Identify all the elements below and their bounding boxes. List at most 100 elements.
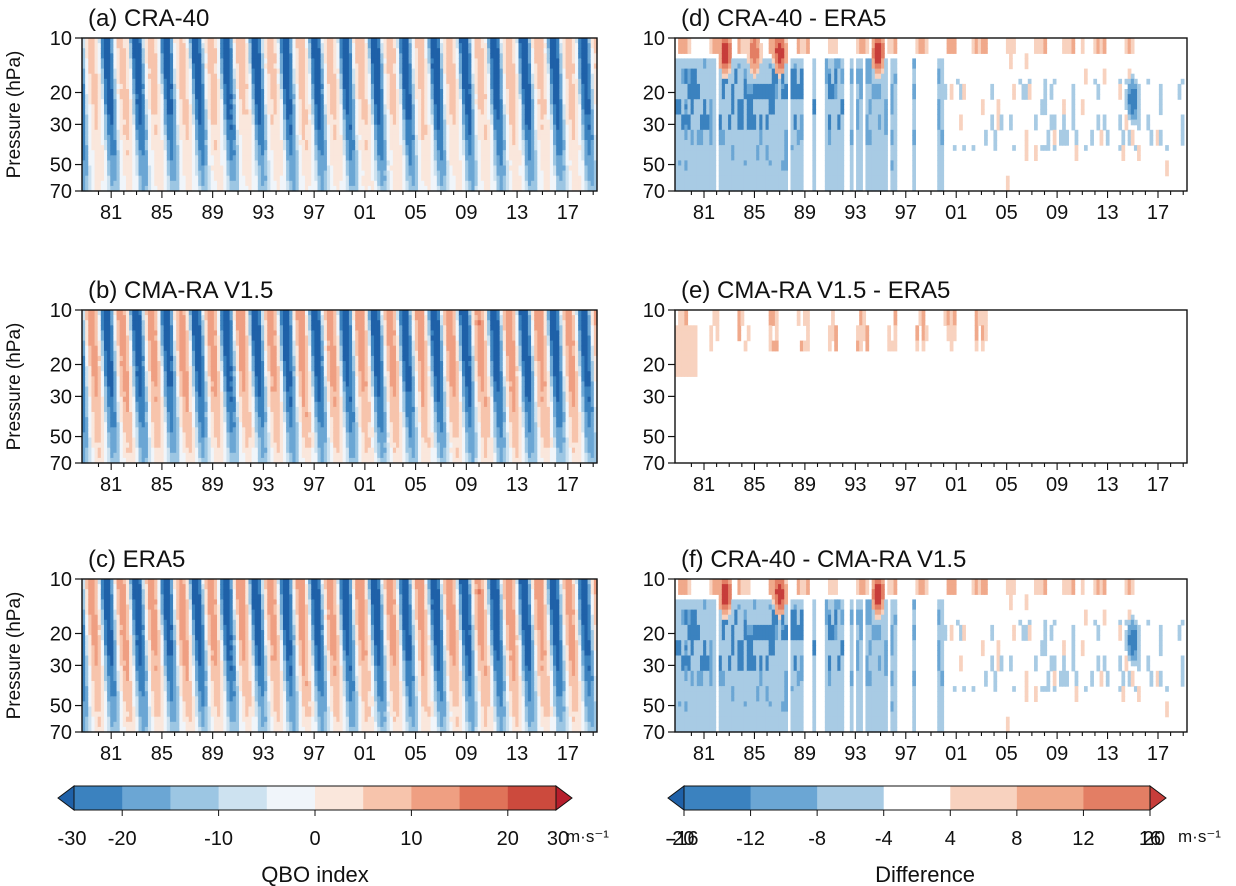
heatmap-cell: [207, 104, 212, 110]
heatmap-cell: [88, 114, 93, 121]
heatmap-cell: [179, 175, 184, 182]
heatmap-cell: [147, 38, 152, 44]
heatmap-cell: [166, 160, 171, 167]
heatmap-cell: [326, 43, 331, 49]
heatmap-cell: [103, 145, 108, 151]
heatmap-cell: [113, 78, 118, 85]
heatmap-cell: [279, 170, 284, 177]
heatmap-cell: [129, 73, 133, 80]
heatmap-cell: [182, 145, 187, 151]
heatmap-cell: [138, 134, 143, 141]
heatmap-cell: [144, 94, 149, 100]
heatmap-cell: [185, 38, 190, 44]
heatmap-cell: [248, 150, 253, 156]
heatmap-cell: [289, 73, 293, 80]
heatmap-cell: [270, 145, 275, 151]
heatmap-cell: [317, 94, 322, 100]
heatmap-cell: [191, 145, 196, 151]
heatmap-cell: [226, 109, 231, 116]
heatmap-cell: [282, 109, 287, 116]
heatmap-cell: [107, 150, 111, 156]
heatmap-cell: [298, 124, 303, 131]
heatmap-cell: [223, 109, 228, 116]
heatmap-cell: [154, 78, 158, 85]
heatmap-cell: [151, 170, 155, 177]
heatmap-cell: [286, 38, 290, 44]
heatmap-cell: [339, 68, 344, 75]
heatmap-cell: [292, 78, 297, 85]
heatmap-cell: [107, 78, 111, 85]
heatmap-cell: [166, 134, 171, 141]
heatmap-cell: [235, 180, 240, 187]
heatmap-cell: [304, 150, 309, 156]
heatmap-cell: [311, 114, 315, 121]
heatmap-cell: [242, 48, 246, 54]
heatmap-cell: [279, 73, 284, 80]
heatmap-cell: [286, 119, 290, 126]
heatmap-cell: [154, 160, 158, 167]
heatmap-cell: [122, 134, 127, 141]
heatmap-cell: [251, 53, 256, 59]
heatmap-cell: [232, 94, 237, 100]
heatmap-cell: [339, 185, 344, 192]
heatmap-cell: [201, 94, 206, 100]
heatmap-cell: [308, 89, 312, 95]
heatmap-cell: [129, 160, 133, 167]
heatmap-cell: [135, 38, 140, 44]
heatmap-cell: [160, 140, 165, 146]
heatmap-cell: [301, 170, 306, 177]
heatmap-cell: [169, 155, 174, 161]
heatmap-cell: [279, 155, 284, 161]
heatmap-cell: [267, 58, 272, 65]
heatmap-cell: [323, 160, 328, 167]
heatmap-cell: [144, 78, 149, 85]
heatmap-cell: [235, 140, 240, 146]
heatmap-cell: [151, 114, 155, 121]
heatmap-cell: [163, 170, 168, 177]
heatmap-cell: [286, 175, 290, 182]
heatmap-cell: [333, 43, 337, 49]
heatmap-cell: [119, 180, 124, 187]
heatmap-cell: [254, 129, 259, 136]
heatmap-cell: [229, 114, 234, 121]
heatmap-cell: [169, 124, 174, 131]
heatmap-cell: [119, 68, 124, 75]
heatmap-cell: [239, 114, 243, 121]
y-tick-label: 50: [50, 155, 72, 177]
heatmap-cell: [160, 43, 165, 49]
heatmap-cell: [330, 175, 334, 182]
heatmap-cell: [113, 73, 118, 80]
heatmap-cell: [132, 140, 136, 146]
heatmap-cell: [100, 114, 105, 121]
heatmap-cell: [235, 165, 240, 172]
heatmap-cell: [242, 119, 246, 126]
heatmap-cell: [279, 119, 284, 126]
heatmap-cell: [257, 129, 262, 136]
heatmap-cell: [119, 89, 124, 95]
heatmap-cell: [257, 48, 262, 54]
heatmap-cell: [308, 185, 312, 192]
heatmap-cell: [97, 53, 102, 59]
heatmap-cell: [138, 94, 143, 100]
heatmap-cell: [317, 160, 322, 167]
heatmap-cell: [198, 104, 202, 110]
heatmap-cell: [239, 78, 243, 85]
heatmap-cell: [304, 160, 309, 167]
heatmap-cell: [286, 63, 290, 70]
heatmap-cell: [125, 58, 130, 65]
heatmap-cell: [91, 83, 96, 90]
heatmap-cell: [132, 48, 136, 54]
heatmap-cell: [88, 180, 93, 187]
heatmap-cell: [210, 129, 215, 136]
heatmap-cell: [301, 165, 306, 172]
heatmap-cell: [163, 114, 168, 121]
heatmap-cell: [151, 89, 155, 95]
heatmap-cell: [217, 43, 221, 49]
heatmap-cell: [242, 134, 246, 141]
heatmap-cell: [264, 119, 268, 126]
heatmap-cell: [264, 68, 268, 75]
heatmap-cell: [210, 99, 215, 105]
heatmap-cell: [245, 150, 250, 156]
heatmap-cell: [286, 155, 290, 161]
heatmap-cell: [185, 150, 190, 156]
